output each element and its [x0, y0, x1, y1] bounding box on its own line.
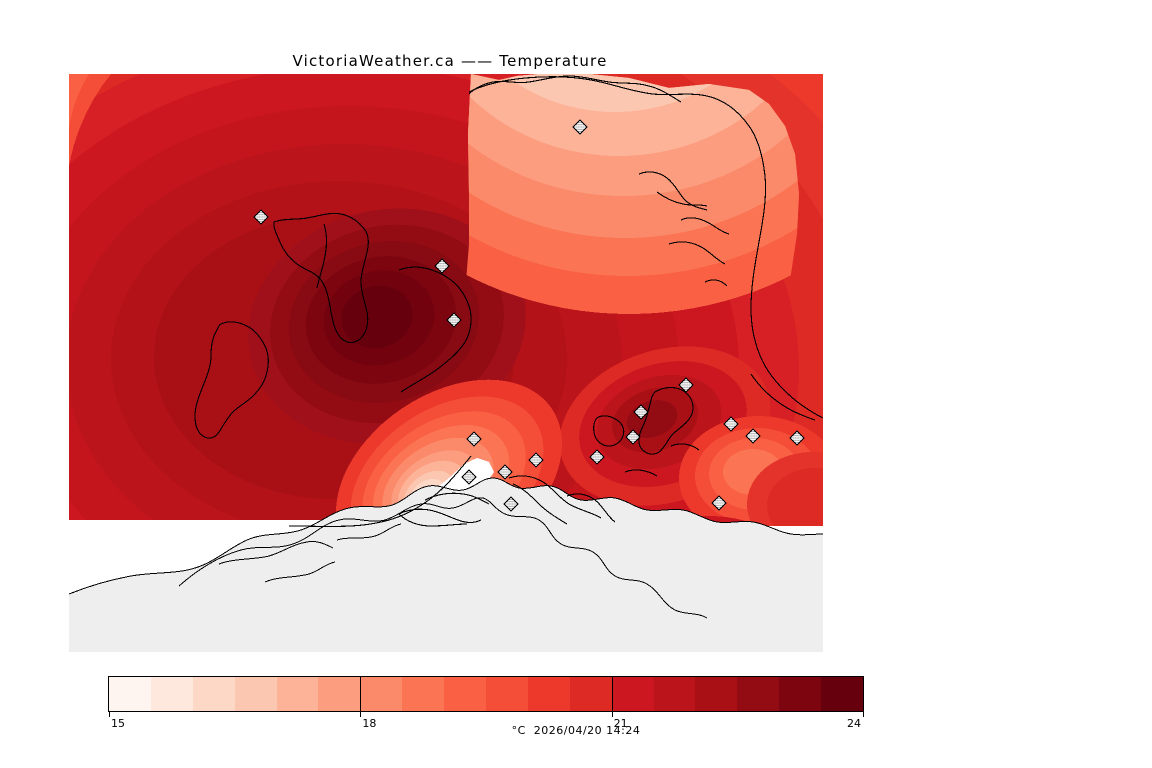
colorbar-band	[276, 677, 319, 711]
colorbar-band	[150, 677, 193, 711]
colorbar-band	[234, 677, 277, 711]
station-markers[interactable]	[253, 119, 805, 512]
colorbar-band	[402, 677, 445, 711]
colorbar-band	[611, 677, 654, 711]
colorbar-band	[695, 677, 738, 711]
colorbar-band	[486, 677, 528, 711]
colorbar-band	[569, 677, 612, 711]
page-title: VictoriaWeather.ca —— Temperature	[292, 52, 608, 70]
colorbar-divider	[611, 677, 613, 711]
station-marker[interactable]	[633, 404, 649, 420]
colorbar-band	[527, 677, 570, 711]
northern-peninsula-outline	[468, 75, 730, 287]
colorbar-tick	[109, 712, 110, 717]
colorbar-tick-label: 15	[111, 717, 125, 730]
colorbar-band	[109, 677, 151, 711]
contour-band-group-nw-corner	[69, 74, 111, 166]
temperature-map[interactable]	[69, 74, 823, 652]
colorbar-tick-label: 24	[847, 717, 861, 730]
colorbar-caption: °C 2026/04/20 14:24	[511, 724, 641, 737]
station-marker[interactable]	[497, 464, 513, 480]
colorbar-legend: 15 18 21 24	[108, 676, 866, 730]
colorbar-band	[192, 677, 235, 711]
colorbar-band	[653, 677, 696, 711]
colorbar-band	[444, 677, 487, 711]
station-marker[interactable]	[625, 429, 641, 445]
station-marker[interactable]	[446, 312, 462, 328]
temperature-map-panel[interactable]	[69, 74, 823, 652]
offshore-islands	[194, 212, 694, 527]
station-marker[interactable]	[745, 428, 761, 444]
colorbar-divider	[360, 677, 362, 711]
colorbar-tick-label: 18	[362, 717, 377, 730]
colorbar-tick	[360, 712, 362, 717]
colorbar-band	[737, 677, 780, 711]
colorbar-band	[779, 677, 822, 711]
station-marker[interactable]	[711, 495, 727, 511]
southern-landmass	[69, 458, 823, 652]
southern-bay-coastline	[424, 443, 700, 525]
station-marker[interactable]	[466, 431, 482, 447]
colorbar-ticks: 15 18 21 24	[108, 712, 864, 736]
colorbar-band	[360, 677, 403, 711]
colorbar-tick-label: 21	[613, 717, 628, 730]
station-marker[interactable]	[789, 430, 805, 446]
station-marker[interactable]	[461, 469, 477, 485]
station-marker[interactable]	[678, 377, 694, 393]
station-marker[interactable]	[434, 258, 450, 274]
station-marker[interactable]	[528, 452, 544, 468]
station-marker[interactable]	[503, 496, 519, 512]
colorbar-band	[318, 677, 361, 711]
station-marker[interactable]	[589, 449, 605, 465]
colorbar-gradient	[108, 676, 864, 712]
station-marker[interactable]	[572, 119, 588, 135]
station-marker[interactable]	[723, 416, 739, 432]
station-marker[interactable]	[253, 209, 269, 225]
colorbar-tick	[863, 712, 864, 717]
coastline-overlay	[288, 76, 823, 527]
colorbar-tick	[611, 712, 613, 717]
colorbar-band	[821, 677, 864, 711]
